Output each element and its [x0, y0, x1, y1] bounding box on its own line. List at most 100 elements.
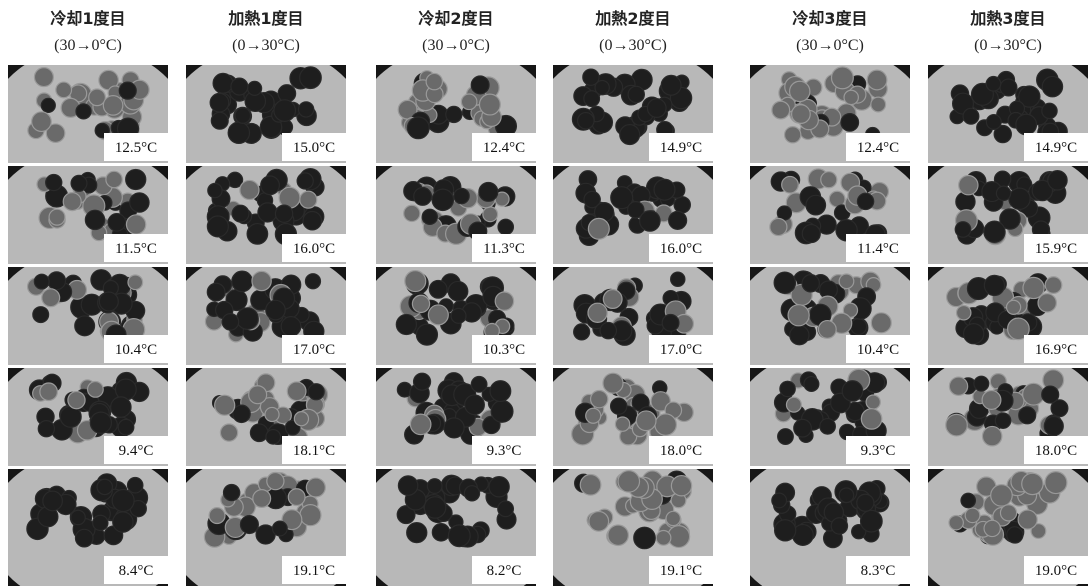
droplet [588, 218, 609, 239]
droplet [961, 493, 975, 507]
droplet [34, 68, 53, 87]
droplet [949, 515, 963, 529]
page: {"columns": [ {"title": "冷却1度目", "subtit… [0, 0, 1088, 586]
droplet [272, 521, 287, 536]
droplet [780, 381, 795, 396]
droplet [655, 414, 677, 436]
droplet [574, 324, 590, 340]
droplet [857, 193, 873, 209]
droplet [620, 125, 640, 145]
droplet [790, 326, 809, 345]
droplet [640, 211, 660, 231]
temperature-label: 17.0°C [293, 342, 335, 358]
droplet [489, 477, 509, 497]
droplet [308, 384, 324, 400]
droplet [128, 275, 143, 290]
temperature-label: 11.3°C [483, 241, 525, 257]
droplet [1045, 472, 1067, 494]
droplet [294, 412, 308, 426]
droplet [48, 272, 66, 290]
droplet [778, 429, 794, 445]
droplet [479, 94, 500, 115]
droplet [432, 189, 453, 210]
droplet [287, 382, 306, 401]
droplet [232, 271, 253, 292]
droplet [974, 376, 989, 391]
droplet [265, 407, 279, 421]
droplet [1042, 103, 1057, 118]
droplet [839, 274, 854, 289]
droplet [410, 414, 430, 434]
droplet [991, 485, 1013, 507]
droplet [794, 419, 812, 437]
droplet [237, 308, 259, 330]
droplet [471, 76, 489, 94]
droplet [398, 476, 417, 495]
droplet [233, 405, 250, 422]
droplet [113, 512, 133, 532]
droplet [232, 205, 249, 222]
droplet [75, 529, 93, 547]
droplet [775, 520, 796, 541]
droplet [986, 115, 1001, 130]
droplet [240, 516, 258, 534]
droplet [432, 524, 449, 541]
droplet [1009, 188, 1030, 209]
droplet [248, 81, 262, 95]
droplet [209, 508, 225, 524]
temperature-label: 16.0°C [660, 241, 702, 257]
droplet [126, 169, 146, 189]
temperature-label: 15.0°C [293, 140, 335, 156]
droplet [250, 424, 268, 442]
droplet [662, 315, 679, 332]
temperature-label: 8.3°C [861, 563, 896, 579]
droplet [249, 386, 267, 404]
droplet [258, 203, 277, 222]
droplet [583, 69, 599, 85]
droplet [103, 96, 123, 116]
droplet [578, 113, 594, 129]
droplet [603, 373, 623, 393]
temperature-label: 9.4°C [119, 443, 154, 459]
droplet [1042, 386, 1059, 403]
temperature-label: 16.9°C [1035, 342, 1077, 358]
droplet [1018, 510, 1037, 529]
droplet [647, 99, 666, 118]
droplet [786, 397, 801, 412]
droplet [600, 322, 616, 338]
droplet [97, 479, 112, 494]
droplet [235, 108, 250, 123]
temperature-label: 8.4°C [119, 563, 154, 579]
droplet [306, 478, 325, 497]
droplet [1045, 277, 1062, 294]
droplet [305, 274, 320, 289]
droplet [90, 412, 111, 433]
column-title: 加熱3度目 [969, 9, 1045, 28]
droplet [76, 104, 91, 119]
droplet [222, 314, 239, 331]
droplet [396, 314, 416, 334]
temperature-label: 17.0°C [660, 342, 702, 358]
droplet [208, 183, 222, 197]
droplet [89, 89, 106, 106]
droplet [871, 97, 886, 112]
droplet [32, 112, 52, 132]
droplet [407, 117, 429, 139]
droplet [231, 78, 248, 95]
droplet [591, 391, 608, 408]
droplet [946, 414, 968, 436]
droplet [211, 112, 228, 129]
droplet [772, 493, 787, 508]
droplet [770, 218, 787, 235]
droplet [112, 490, 134, 512]
droplet [821, 172, 837, 188]
droplet [634, 527, 655, 548]
droplet [995, 413, 1010, 428]
droplet [1000, 505, 1016, 521]
droplet [785, 127, 801, 143]
droplet [416, 324, 437, 345]
droplet [490, 381, 511, 402]
droplet [871, 313, 891, 333]
temperature-label: 8.2°C [487, 563, 522, 579]
droplet [1042, 76, 1062, 96]
